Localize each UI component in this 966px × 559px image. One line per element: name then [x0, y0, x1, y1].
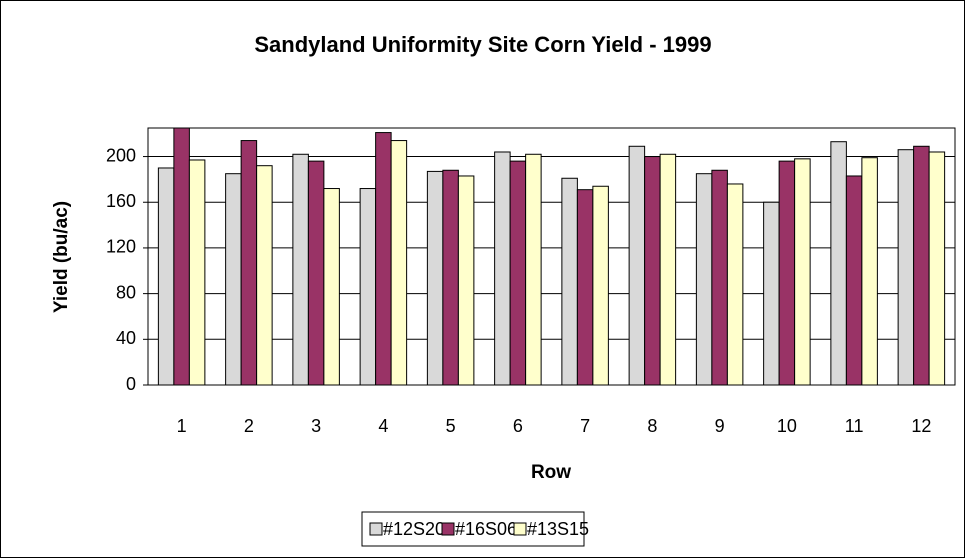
bar [375, 132, 392, 386]
bar [494, 151, 511, 386]
bar [240, 140, 258, 386]
x-tick-label: 9 [715, 416, 725, 436]
bar [592, 185, 609, 386]
x-tick-label: 7 [580, 416, 590, 436]
y-tick-label: 40 [116, 328, 136, 348]
legend-box [361, 511, 585, 547]
x-axis-label: Row [531, 462, 571, 483]
bar [323, 188, 340, 386]
x-tick-label: 6 [513, 416, 523, 436]
plot-frame [147, 127, 956, 386]
legend-swatch [441, 522, 455, 536]
bar [897, 149, 915, 386]
bar [426, 170, 444, 386]
bar [711, 169, 728, 386]
x-tick-label: 11 [845, 416, 864, 436]
bar [225, 173, 242, 386]
legend-label: #12S20 [383, 519, 445, 539]
chart-title: Sandyland Uniformity Site Corn Yield - 1… [254, 32, 711, 57]
legend-label: #16S06 [455, 519, 517, 539]
legend-swatch [513, 522, 527, 536]
bar [561, 177, 578, 386]
bar [830, 141, 847, 386]
legend-label: #13S15 [527, 519, 589, 539]
bar [188, 159, 206, 386]
x-tick-label: 10 [777, 416, 797, 436]
y-tick-label: 120 [106, 237, 136, 257]
bar [173, 127, 190, 386]
bar [525, 153, 542, 386]
bar [794, 158, 811, 386]
x-tick-label: 1 [177, 416, 187, 436]
bar [256, 165, 273, 386]
bar [861, 157, 878, 386]
bar [778, 160, 796, 386]
legend-swatch [369, 522, 383, 536]
bar [928, 151, 946, 386]
x-tick-label: 8 [647, 416, 657, 436]
bar [763, 201, 780, 386]
bar [913, 145, 930, 386]
x-tick-label: 3 [311, 416, 321, 436]
bar [442, 169, 459, 386]
bar [307, 160, 325, 386]
bar [726, 183, 744, 386]
y-tick-label: 200 [106, 145, 136, 165]
x-tick-label: 12 [911, 416, 931, 436]
bar [845, 175, 863, 386]
bar [695, 173, 713, 386]
y-axis-label: Yield (bu/ac) [51, 201, 72, 313]
x-tick-label: 2 [244, 416, 254, 436]
x-tick-label: 4 [378, 416, 388, 436]
y-tick-label: 160 [106, 191, 136, 211]
bar [628, 145, 646, 386]
bar [292, 153, 309, 386]
bar [457, 175, 475, 386]
y-tick-label: 80 [116, 282, 136, 302]
x-tick-label: 5 [446, 416, 456, 436]
bar [390, 140, 408, 386]
bar [644, 156, 661, 386]
y-tick-label: 0 [126, 374, 136, 394]
bar [576, 189, 594, 386]
bar [359, 188, 377, 386]
bar [659, 153, 677, 386]
bar [509, 160, 527, 386]
bar [157, 167, 175, 386]
